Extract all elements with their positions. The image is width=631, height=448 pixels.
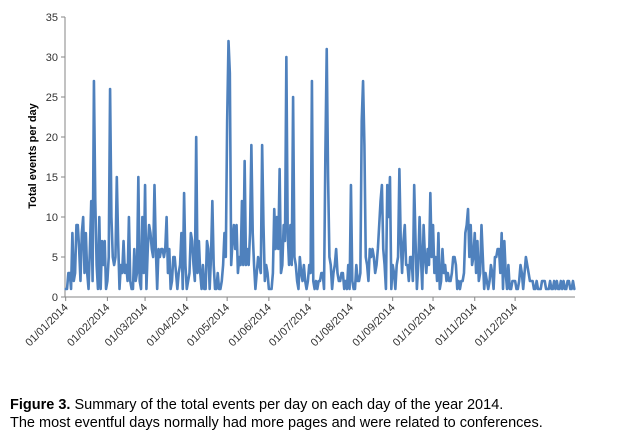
y-tick-label: 5 (52, 252, 58, 264)
caption-line-1: Summary of the total events per day on e… (74, 397, 504, 413)
caption-label: Figure 3. (10, 397, 71, 413)
y-axis-label: Total events per day (27, 102, 39, 208)
x-tick-label: 01/06/2014 (227, 302, 274, 349)
x-tick-label: 01/01/2014 (23, 302, 70, 349)
x-tick-label: 01/09/2014 (350, 302, 397, 349)
y-tick-label: 15 (46, 172, 58, 184)
y-tick-label: 35 (46, 12, 58, 24)
caption-line-2: The most eventful days normally had more… (10, 415, 543, 431)
y-tick-label: 20 (46, 132, 58, 144)
x-tick-label: 01/04/2014 (144, 302, 191, 349)
series-line (64, 39, 576, 291)
x-tick-label: 01/08/2014 (309, 302, 356, 349)
figure-caption: Figure 3. Summary of the total events pe… (10, 396, 625, 432)
y-tick-label: 25 (46, 92, 58, 104)
x-tick-label: 01/12/2014 (473, 302, 520, 349)
y-tick-label: 0 (52, 292, 58, 304)
x-axis-ticks: 01/01/201401/02/201401/03/201401/04/2014… (23, 297, 520, 349)
line-chart: 0 5 10 15 20 25 30 35 01/01/201401/02/201401/03… (23, 12, 576, 349)
x-tick-label: 01/05/2014 (185, 302, 232, 349)
x-tick-label: 01/10/2014 (391, 302, 438, 349)
chart-axes (64, 17, 575, 298)
y-tick-label: 30 (46, 52, 58, 64)
x-tick-label: 01/07/2014 (267, 302, 314, 349)
y-axis-ticks: 0 5 10 15 20 25 30 35 (46, 12, 65, 304)
series-group (64, 39, 576, 291)
y-tick-label: 10 (46, 212, 58, 224)
